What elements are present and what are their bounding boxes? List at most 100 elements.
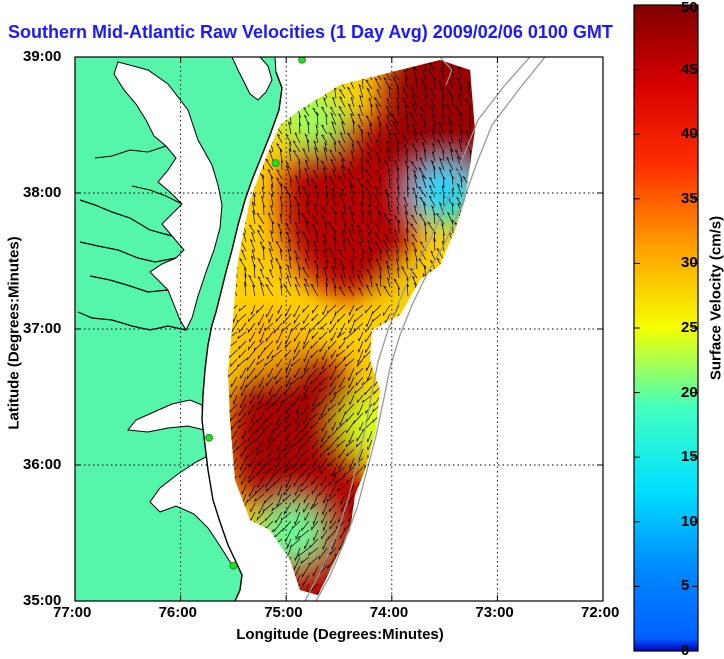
- velocity-arrow: [318, 394, 328, 407]
- velocity-arrow: [277, 222, 283, 234]
- velocity-arrow: [436, 138, 445, 153]
- velocity-arrow: [283, 448, 292, 458]
- velocity-arrow: [386, 148, 391, 162]
- velocity-arrow: [256, 212, 265, 225]
- velocity-arrow: [241, 475, 247, 486]
- velocity-arrow: [316, 264, 319, 279]
- velocity-arrow: [245, 448, 256, 460]
- velocity-arrow: [365, 79, 373, 90]
- velocity-arrow: [388, 85, 391, 99]
- velocity-arrow: [336, 439, 346, 449]
- velocity-arrow: [459, 110, 463, 126]
- velocity-arrow: [312, 457, 319, 469]
- velocity-arrow: [337, 140, 346, 153]
- velocity-arrow: [419, 105, 427, 117]
- velocity-arrow: [460, 178, 463, 189]
- velocity-arrow: [258, 313, 265, 326]
- velocity-arrow: [354, 385, 364, 394]
- velocity-arrow: [311, 475, 319, 486]
- velocity-arrow: [310, 502, 319, 511]
- velocity-arrow: [290, 439, 301, 448]
- velocity-arrow: [264, 158, 274, 171]
- velocity-arrow: [338, 403, 346, 413]
- velocity-arrow: [428, 195, 436, 207]
- velocity-arrow: [322, 520, 328, 532]
- velocity-arrow: [237, 421, 247, 430]
- velocity-arrow: [365, 284, 373, 297]
- velocity-arrow: [299, 169, 302, 180]
- velocity-arrow: [407, 175, 410, 189]
- velocity-arrow: [257, 475, 265, 488]
- velocity-arrow: [299, 439, 310, 450]
- velocity-arrow: [294, 196, 301, 207]
- velocity-arrow: [397, 185, 400, 198]
- velocity-arrow: [329, 520, 337, 530]
- velocity-arrow: [321, 529, 328, 540]
- velocity-arrow: [369, 274, 373, 288]
- velocity-arrow: [387, 169, 391, 180]
- velocity-arrow: [268, 448, 274, 459]
- velocity-arrow: [269, 269, 274, 279]
- velocity-arrow: [437, 79, 445, 90]
- x-tick-label: 74:00: [369, 604, 409, 621]
- velocity-arrow: [304, 538, 310, 549]
- velocity-arrow: [257, 224, 265, 234]
- velocity-arrow: [337, 367, 346, 379]
- velocity-arrow: [250, 502, 256, 512]
- velocity-arrow: [396, 196, 400, 207]
- velocity-arrow: [312, 511, 319, 526]
- velocity-arrow: [307, 466, 319, 476]
- velocity-arrow: [280, 394, 292, 405]
- velocity-arrow: [333, 285, 337, 297]
- velocity-arrow: [302, 266, 310, 279]
- velocity-arrow: [464, 98, 472, 108]
- velocity-arrow: [255, 430, 265, 442]
- velocity-arrow: [322, 240, 328, 252]
- bathymetry-contour: [439, 57, 453, 86]
- velocity-arrow: [300, 448, 310, 458]
- velocity-arrow: [318, 484, 328, 496]
- velocity-arrow: [375, 138, 382, 153]
- velocity-arrow: [396, 97, 400, 108]
- velocity-arrow: [258, 322, 265, 335]
- velocity-arrow: [300, 484, 310, 493]
- velocity-arrow: [365, 178, 373, 189]
- velocity-arrow: [449, 79, 454, 90]
- velocity-arrow: [333, 385, 346, 396]
- velocity-arrow: [313, 139, 319, 153]
- velocity-arrow: [284, 222, 292, 234]
- velocity-arrow: [236, 358, 247, 369]
- velocity-arrow: [353, 412, 364, 425]
- velocity-arrow: [438, 156, 445, 171]
- velocity-arrow: [382, 285, 391, 297]
- velocity-arrow: [421, 78, 427, 90]
- velocity-arrow: [331, 194, 337, 207]
- velocity-arrow: [295, 403, 301, 415]
- velocity-arrow: [367, 203, 373, 216]
- velocity-arrow: [350, 259, 355, 270]
- velocity-arrow: [275, 511, 283, 524]
- velocity-arrow: [363, 349, 373, 359]
- velocity-arrow: [321, 106, 328, 117]
- velocity-arrow: [275, 240, 283, 252]
- velocity-arrow: [295, 256, 301, 270]
- velocity-arrow: [264, 511, 274, 522]
- velocity-arrow: [338, 448, 346, 459]
- tributary-potomac: [79, 199, 173, 237]
- velocity-arrow: [410, 160, 418, 171]
- velocity-arrow: [357, 286, 364, 297]
- velocity-arrow: [404, 104, 409, 117]
- velocity-arrow: [384, 234, 391, 243]
- velocity-arrow: [379, 123, 382, 135]
- velocity-arrow: [240, 385, 247, 397]
- velocity-arrow: [320, 160, 328, 171]
- velocity-arrow: [423, 148, 427, 162]
- velocity-arrow: [279, 249, 283, 261]
- velocity-arrow: [366, 151, 373, 162]
- colorbar-label: Surface Velocity (cm/s): [707, 215, 724, 381]
- velocity-arrow: [271, 502, 283, 512]
- velocity-arrow: [312, 169, 319, 180]
- velocity-arrow: [362, 376, 373, 386]
- velocity-arrow: [263, 203, 266, 216]
- velocity-arrow: [404, 78, 409, 90]
